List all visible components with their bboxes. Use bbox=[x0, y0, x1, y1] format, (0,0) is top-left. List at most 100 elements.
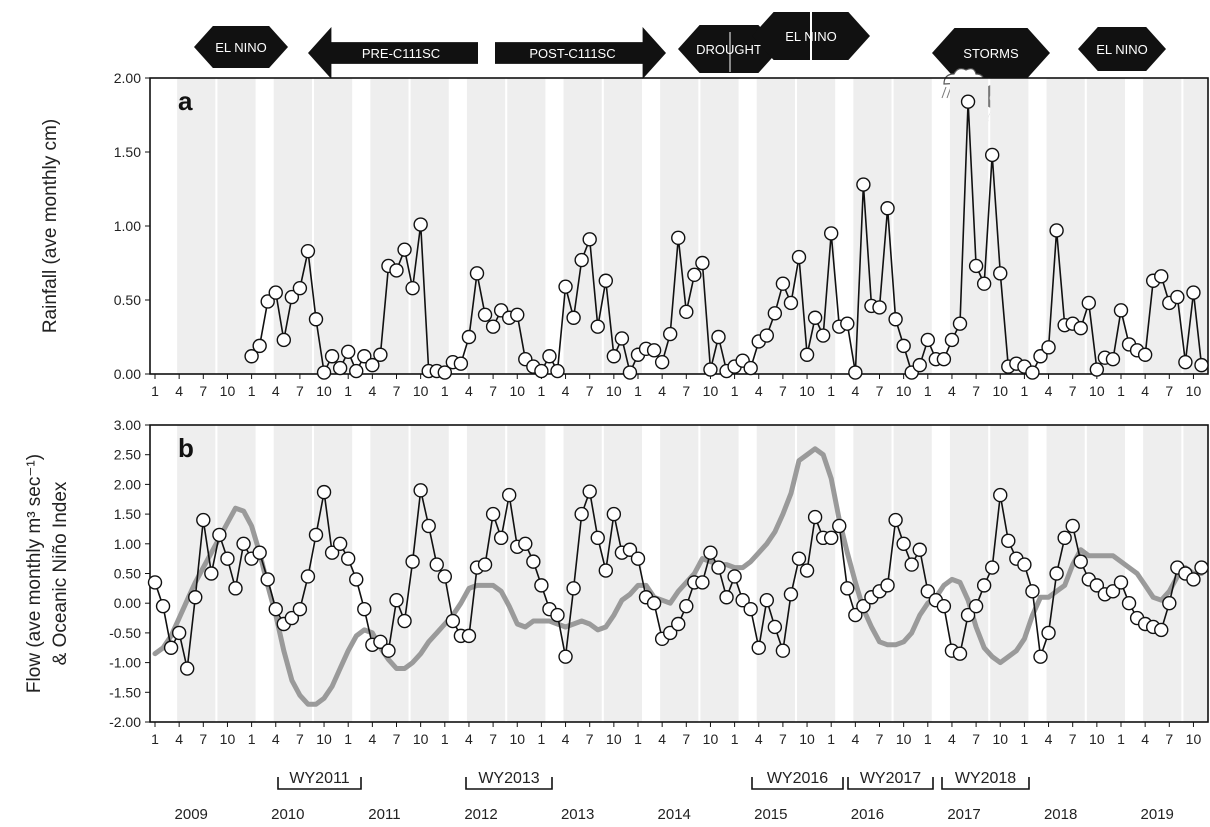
event-arrow bbox=[932, 28, 1050, 78]
data-point bbox=[324, 545, 340, 560]
data-point bbox=[1041, 625, 1056, 641]
data-point bbox=[904, 557, 919, 572]
x-tick-label: 1 bbox=[248, 383, 256, 399]
data-point bbox=[349, 363, 364, 379]
x-tick-label: 4 bbox=[1141, 383, 1149, 399]
x-tick-label: 10 bbox=[220, 383, 236, 399]
x-tick-label: 4 bbox=[562, 731, 570, 747]
season-band bbox=[660, 78, 699, 374]
x-tick-label: 1 bbox=[248, 731, 256, 747]
data-point bbox=[1137, 347, 1153, 362]
data-point bbox=[767, 619, 783, 635]
data-point bbox=[985, 147, 1000, 163]
data-point bbox=[389, 593, 404, 608]
x-tick-label: 4 bbox=[658, 731, 666, 747]
season-band bbox=[603, 78, 642, 374]
data-point bbox=[252, 545, 267, 560]
data-point bbox=[735, 593, 750, 608]
data-point bbox=[332, 536, 348, 551]
x-tick-label: 4 bbox=[1141, 731, 1149, 747]
data-point bbox=[856, 177, 871, 192]
data-point bbox=[1105, 584, 1121, 599]
x-tick-label: 7 bbox=[876, 731, 884, 747]
data-point bbox=[477, 557, 493, 572]
data-point bbox=[220, 551, 235, 566]
season-band bbox=[949, 425, 989, 722]
data-point bbox=[485, 319, 501, 334]
data-point bbox=[1025, 584, 1040, 599]
data-point bbox=[848, 607, 863, 623]
y-tick-label: 2.50 bbox=[114, 447, 141, 463]
data-point bbox=[936, 598, 952, 614]
data-point bbox=[840, 316, 855, 331]
data-point bbox=[646, 343, 662, 358]
x-tick-label: 1 bbox=[1021, 731, 1029, 747]
water-year-bracket bbox=[847, 777, 934, 790]
water-year-label: WY2011 bbox=[289, 770, 349, 787]
data-point bbox=[703, 545, 718, 560]
data-point bbox=[461, 329, 477, 345]
data-point bbox=[566, 310, 581, 325]
season-band bbox=[177, 78, 216, 374]
data-point bbox=[1154, 622, 1169, 638]
data-point bbox=[888, 312, 903, 327]
season-band bbox=[756, 78, 795, 374]
x-tick-label: 7 bbox=[1069, 383, 1077, 399]
data-point bbox=[179, 661, 195, 676]
data-point bbox=[824, 530, 839, 546]
data-point bbox=[622, 542, 638, 557]
event-label: EL NINO bbox=[1096, 42, 1148, 57]
data-point bbox=[244, 349, 259, 364]
data-point bbox=[679, 304, 694, 320]
data-point bbox=[832, 518, 847, 534]
event-label: PRE-C111SC bbox=[362, 46, 440, 61]
y-tick-label: 0.50 bbox=[114, 566, 141, 582]
data-point bbox=[783, 587, 799, 602]
data-point bbox=[324, 349, 340, 364]
data-point bbox=[397, 242, 412, 257]
year-axis: WY2011 WY2013 WY2016 WY2017 WY2018 2009 2010 20… bbox=[175, 770, 1174, 823]
data-point bbox=[550, 363, 565, 379]
data-point bbox=[985, 560, 1000, 575]
data-point bbox=[534, 363, 549, 379]
x-tick-label: 10 bbox=[896, 383, 912, 399]
data-point bbox=[719, 590, 734, 605]
y-tick-label: 3.00 bbox=[114, 417, 141, 433]
event-label: STORMS bbox=[963, 46, 1019, 61]
x-tick-label: 10 bbox=[896, 731, 912, 747]
data-point bbox=[405, 280, 420, 296]
data-point bbox=[880, 201, 895, 216]
data-point bbox=[703, 362, 718, 377]
x-tick-label: 1 bbox=[1021, 383, 1029, 399]
x-tick-label: 7 bbox=[779, 731, 787, 747]
x-tick-label: 1 bbox=[1117, 383, 1125, 399]
x-tick-label: 4 bbox=[1045, 731, 1053, 747]
data-point bbox=[791, 249, 807, 265]
data-point bbox=[542, 349, 557, 364]
data-point bbox=[856, 598, 871, 614]
data-point bbox=[292, 601, 308, 617]
season-band bbox=[1086, 425, 1125, 722]
data-point bbox=[968, 598, 984, 614]
data-point bbox=[485, 506, 501, 522]
x-tick-label: 1 bbox=[924, 383, 932, 399]
data-point bbox=[212, 527, 227, 543]
event-arrows: EL NINO PRE-C111SC POST-C111SC DROUGHT EL NI… bbox=[194, 10, 1166, 79]
season-band bbox=[756, 425, 795, 722]
year-label: 2017 bbox=[947, 806, 980, 823]
x-tick-label: 1 bbox=[538, 731, 546, 747]
data-point bbox=[654, 354, 670, 370]
x-tick-label: 10 bbox=[1186, 731, 1202, 747]
x-tick-label: 10 bbox=[703, 731, 719, 747]
x-tick-label: 10 bbox=[799, 383, 815, 399]
data-point bbox=[526, 554, 541, 569]
data-point bbox=[993, 266, 1008, 281]
data-point bbox=[614, 331, 630, 346]
data-point bbox=[429, 557, 444, 572]
data-point bbox=[1025, 365, 1040, 380]
x-tick-label: 4 bbox=[948, 731, 956, 747]
data-point bbox=[1105, 352, 1121, 367]
data-point bbox=[727, 569, 742, 584]
x-tick-label: 7 bbox=[779, 383, 787, 399]
x-tick-label: 1 bbox=[1117, 731, 1125, 747]
